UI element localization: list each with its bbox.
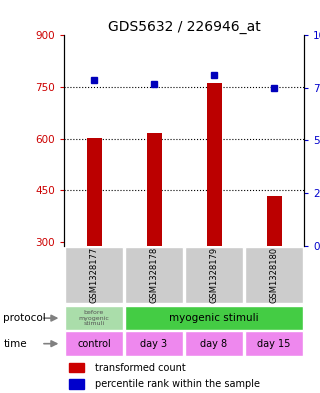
Bar (267, 196, 282, 246)
Text: transformed count: transformed count (95, 362, 186, 373)
Text: day 3: day 3 (140, 339, 168, 349)
Text: GSM1328180: GSM1328180 (269, 247, 278, 303)
Bar (69, 363, 84, 373)
FancyBboxPatch shape (125, 331, 183, 356)
FancyBboxPatch shape (125, 306, 303, 331)
Text: day 15: day 15 (257, 339, 291, 349)
Text: percentile rank within the sample: percentile rank within the sample (95, 379, 260, 389)
Text: myogenic stimuli: myogenic stimuli (169, 313, 259, 323)
Text: time: time (3, 339, 27, 349)
FancyBboxPatch shape (245, 247, 303, 303)
FancyBboxPatch shape (185, 247, 243, 303)
Bar (86, 138, 101, 246)
Text: GSM1328179: GSM1328179 (210, 247, 219, 303)
Bar (206, 83, 221, 246)
FancyBboxPatch shape (65, 247, 123, 303)
Text: GSM1328177: GSM1328177 (90, 247, 99, 303)
FancyBboxPatch shape (125, 247, 183, 303)
FancyBboxPatch shape (65, 331, 123, 356)
Text: control: control (77, 339, 111, 349)
Text: day 8: day 8 (200, 339, 228, 349)
FancyBboxPatch shape (65, 306, 123, 331)
FancyBboxPatch shape (185, 331, 243, 356)
FancyBboxPatch shape (245, 331, 303, 356)
Title: GDS5632 / 226946_at: GDS5632 / 226946_at (108, 20, 260, 34)
Text: GSM1328178: GSM1328178 (149, 247, 158, 303)
Text: before
myogenic
stimuli: before myogenic stimuli (79, 310, 109, 327)
Bar (147, 132, 162, 246)
Text: protocol: protocol (3, 313, 46, 323)
Bar (69, 379, 84, 389)
